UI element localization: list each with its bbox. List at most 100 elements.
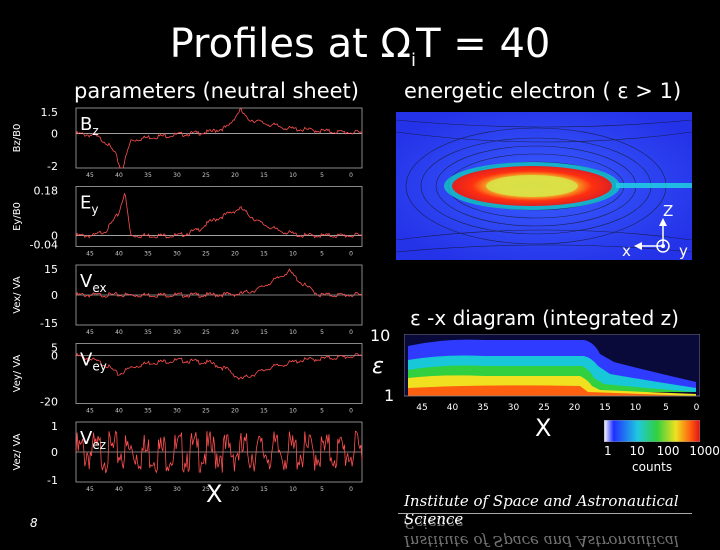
x-tick-label: 30 — [173, 251, 181, 258]
x-tick-label: 10 — [289, 408, 297, 415]
left-header: parameters (neutral sheet) — [74, 79, 359, 103]
y-tick-label: 0 — [51, 128, 58, 141]
x-tick-label: 40 — [115, 172, 123, 179]
y-axis-label: Ey/B0 — [12, 202, 23, 231]
x-tick-label: 15 — [260, 251, 268, 258]
eps-x-tick-label: 0 — [694, 403, 700, 413]
eps-x-tick-label: 20 — [569, 403, 581, 413]
eps-x-tick-label: 15 — [599, 403, 610, 413]
eps-tick-1: 1 — [384, 386, 395, 405]
eps-x-tick-label: 10 — [630, 403, 642, 413]
y-axis-label: Vez/ VA — [12, 433, 23, 470]
x-tick-label: 25 — [202, 251, 210, 258]
right-header: energetic electron ( ε > 1) — [404, 79, 682, 103]
y-tick-label: 1.5 — [41, 106, 59, 119]
x-tick-label: 40 — [115, 486, 123, 493]
panel-frame — [75, 343, 363, 404]
colorbar-tick: 10 — [629, 444, 645, 458]
x-tick-label: 45 — [86, 486, 94, 493]
y-tick-label: -15 — [40, 317, 58, 330]
slide-title: Profiles at ΩiT = 40 — [0, 18, 720, 87]
footer-rule — [398, 513, 692, 514]
series-line — [75, 268, 363, 298]
x-tick-label: 5 — [320, 172, 324, 179]
x-tick-label: 30 — [173, 408, 181, 415]
x-tick-label: 10 — [289, 251, 297, 258]
x-tick-label: 0 — [349, 408, 353, 415]
y-tick-label: 0.18 — [34, 185, 59, 198]
y-axis-label: Vex/ VA — [12, 276, 23, 314]
x-tick-label: 0 — [349, 329, 353, 336]
colorbar-label: counts — [632, 460, 673, 474]
y-tick-label: 5 — [51, 342, 58, 355]
y-tick-label: -2 — [47, 160, 58, 173]
x-tick-label: 5 — [320, 329, 324, 336]
x-tick-label: 45 — [86, 329, 94, 336]
institute-name: Institute of Space and Astronautical Sci… — [404, 492, 679, 528]
x-tick-label: 10 — [289, 172, 297, 179]
eps-tick-10: 10 — [370, 326, 391, 345]
x-tick-label: 30 — [173, 172, 181, 179]
eps-x-tick-label: 45 — [416, 403, 427, 413]
x-tick-label: 25 — [202, 329, 210, 336]
x-tick-label: 25 — [202, 408, 210, 415]
eps-x-tick-label: 40 — [447, 403, 459, 413]
x-tick-label: 30 — [173, 329, 181, 336]
axis-z-label: Z — [663, 202, 674, 220]
x-tick-label: 20 — [231, 408, 239, 415]
x-tick-label: 40 — [115, 408, 123, 415]
eps-x-tick-label: 35 — [477, 403, 488, 413]
y-tick-label: 15 — [44, 263, 58, 276]
page-number: 8 — [30, 516, 38, 530]
x-tick-label: 20 — [231, 486, 239, 493]
x-tick-label: 15 — [260, 172, 268, 179]
axes-triad-icon — [634, 218, 670, 253]
axis-y-label: y — [679, 242, 688, 260]
x-tick-label: 5 — [320, 486, 324, 493]
x-tick-label: 45 — [86, 172, 94, 179]
title-suffix: T = 40 — [416, 21, 551, 67]
x-tick-label: 20 — [231, 329, 239, 336]
inset-subscript: ey — [92, 360, 106, 374]
y-tick-label: 0 — [51, 446, 58, 459]
y-tick-label: -1 — [47, 474, 58, 487]
x-tick-label: 35 — [144, 486, 152, 493]
y-tick-label: 1 — [51, 420, 58, 433]
y-axis-label: Bz/B0 — [12, 124, 23, 153]
colorbar-ticks: 1 10 100 1000 — [604, 444, 720, 458]
eps-x-tick-label: 30 — [508, 403, 520, 413]
x-tick-label: 10 — [289, 486, 297, 493]
y-tick-label: 0 — [51, 230, 58, 243]
series-line — [75, 192, 363, 239]
colorbar-tick: 1000 — [689, 444, 720, 458]
series-line — [75, 107, 363, 169]
x-tick-label: 45 — [86, 408, 94, 415]
colorbar-tick: 1 — [604, 444, 612, 458]
inset-subscript: ex — [92, 281, 106, 295]
title-subscript: i — [411, 50, 417, 71]
x-tick-label: 5 — [320, 408, 324, 415]
x-tick-label: 0 — [349, 251, 353, 258]
eps-x-ticks: 45 40 35 30 25 20 15 10 5 0 — [416, 403, 699, 413]
x-tick-label: 15 — [260, 329, 268, 336]
title-prefix: Profiles at Ω — [169, 21, 412, 67]
axis-x-label: x — [622, 242, 631, 260]
x-tick-label: 0 — [349, 172, 353, 179]
series-line — [75, 430, 363, 474]
inset-subscript: z — [92, 124, 98, 138]
diagram-title: ε -x diagram (integrated z) — [410, 306, 679, 330]
x-tick-label: 35 — [144, 329, 152, 336]
x-tick-label: 20 — [231, 251, 239, 258]
eps-x-tick-label: 25 — [538, 403, 549, 413]
eps-x-tick-label: 5 — [663, 403, 669, 413]
y-tick-label: -0.04 — [30, 239, 58, 252]
x-tick-label: 40 — [115, 329, 123, 336]
x-tick-label: 25 — [202, 172, 210, 179]
y-tick-label: -20 — [40, 396, 58, 409]
left-x-axis-label: X — [206, 480, 223, 508]
x-tick-label: 35 — [144, 251, 152, 258]
x-tick-label: 45 — [86, 251, 94, 258]
x-tick-label: 5 — [320, 251, 324, 258]
x-tick-label: 35 — [144, 172, 152, 179]
